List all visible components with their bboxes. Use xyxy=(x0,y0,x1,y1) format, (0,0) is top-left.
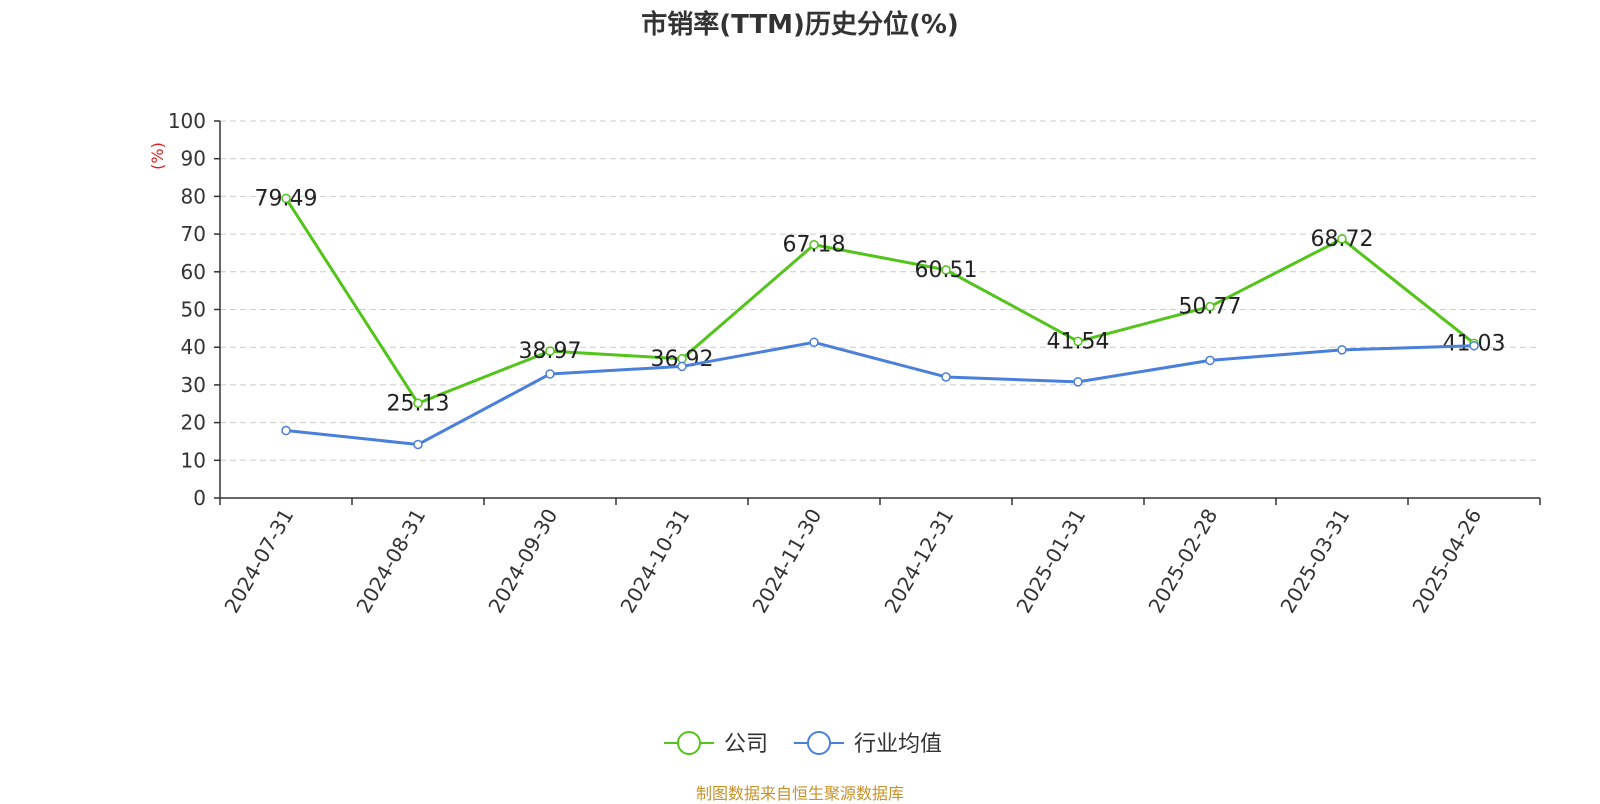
y-tick-label: 80 xyxy=(181,184,206,208)
y-tick-label: 40 xyxy=(181,335,206,359)
data-label: 38.97 xyxy=(519,339,582,364)
y-tick-label: 10 xyxy=(181,448,206,472)
y-axis-label: (%) xyxy=(148,142,167,170)
data-point xyxy=(1469,340,1479,351)
data-label: 50.77 xyxy=(1179,295,1242,320)
data-point xyxy=(1073,377,1083,387)
data-label: 25.13 xyxy=(387,391,450,416)
x-tick-label: 2025-01-31 xyxy=(1011,505,1090,618)
data-label: 67.18 xyxy=(783,233,846,258)
legend: 公司 行业均值 xyxy=(664,731,942,757)
legend-marker xyxy=(677,731,701,755)
legend-marker xyxy=(807,731,831,755)
data-point xyxy=(941,372,951,382)
x-tick-label: 2025-02-28 xyxy=(1143,505,1222,618)
x-tick-label: 2024-10-31 xyxy=(615,505,694,618)
data-label: 79.49 xyxy=(255,186,318,211)
series-line xyxy=(285,340,1475,446)
x-tick-label: 2025-03-31 xyxy=(1275,505,1354,618)
legend-label: 公司 xyxy=(724,732,768,757)
y-tick-label: 50 xyxy=(181,298,206,322)
y-tick-label: 70 xyxy=(181,222,206,246)
data-point xyxy=(809,337,819,348)
y-tick-label: 20 xyxy=(181,411,206,435)
y-tick-label: 60 xyxy=(181,260,206,284)
x-tick-label: 2024-12-31 xyxy=(879,505,958,618)
data-point xyxy=(1205,355,1215,366)
data-point xyxy=(545,346,555,356)
source-footer: 制图数据来自恒生聚源数据库 xyxy=(695,784,904,803)
y-tick-label: 30 xyxy=(181,373,206,397)
data-label: 68.72 xyxy=(1311,227,1374,252)
data-point xyxy=(1337,345,1347,355)
x-tick-label: 2024-07-31 xyxy=(219,505,298,618)
y-tick-label: 100 xyxy=(168,109,206,133)
data-label: 41.54 xyxy=(1047,329,1110,354)
y-tick-label: 0 xyxy=(193,486,206,510)
data-point xyxy=(1205,301,1215,312)
legend-label: 行业均值 xyxy=(854,732,942,757)
data-label: 60.51 xyxy=(915,258,978,283)
data-point xyxy=(941,265,951,275)
data-point xyxy=(1337,234,1347,244)
data-point xyxy=(809,239,819,250)
x-tick-label: 2024-09-30 xyxy=(483,505,562,618)
data-point xyxy=(281,193,291,204)
x-tick-label: 2025-04-26 xyxy=(1407,505,1486,618)
x-tick-label: 2024-08-31 xyxy=(351,505,430,618)
x-tick-label: 2024-11-30 xyxy=(747,505,826,618)
y-tick-label: 90 xyxy=(181,147,206,171)
data-point xyxy=(413,398,423,409)
data-point xyxy=(281,425,291,436)
data-point xyxy=(413,439,423,450)
series-line xyxy=(284,197,1475,405)
chart-title: 市销率(TTM)历史分位(%) xyxy=(641,10,959,40)
data-point xyxy=(677,361,687,372)
data-point xyxy=(1073,336,1083,347)
data-point xyxy=(545,369,555,379)
